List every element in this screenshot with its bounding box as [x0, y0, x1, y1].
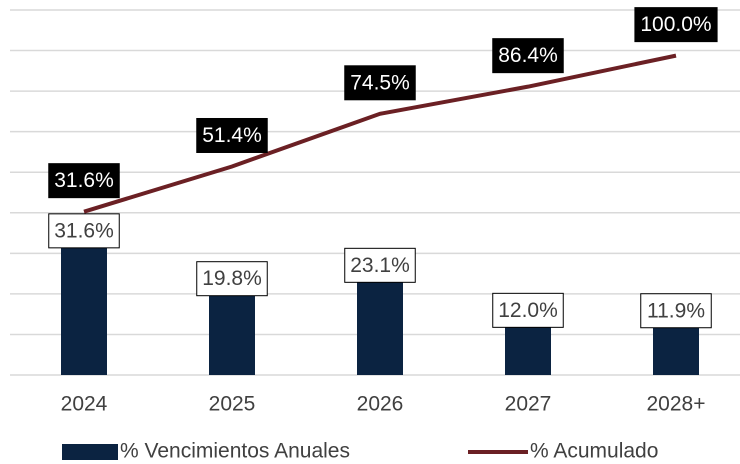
data-label: 74.5%	[350, 71, 410, 94]
data-label-box	[344, 65, 416, 101]
line	[83, 53, 677, 214]
bar	[653, 326, 699, 375]
bar	[505, 326, 551, 375]
data-label: 51.4%	[202, 124, 262, 147]
legend-swatch	[62, 444, 118, 460]
data-label: 86.4%	[498, 44, 558, 67]
data-label-box	[344, 247, 416, 283]
data-label: 31.6%	[54, 169, 114, 192]
x-tick-label: 2028+	[647, 393, 706, 416]
data-label: 11.9%	[647, 299, 705, 322]
data-label-box	[196, 261, 268, 297]
legend-label: % Acumulado	[530, 440, 658, 463]
data-label-box	[492, 292, 564, 328]
data-label-box	[492, 38, 564, 74]
data-label: 12.0%	[498, 299, 558, 322]
data-label: 23.1%	[350, 254, 410, 277]
legend-label: % Vencimientos Anuales	[120, 440, 350, 463]
data-label-box	[196, 117, 268, 153]
data-label: 31.6%	[54, 219, 114, 242]
x-tick-label: 2024	[61, 393, 108, 416]
data-label-box	[48, 163, 120, 199]
x-tick-label: 2025	[209, 393, 256, 416]
bar	[357, 281, 403, 375]
x-tick-label: 2026	[357, 393, 404, 416]
data-label-box	[640, 293, 712, 329]
bar	[209, 294, 255, 375]
data-label: 19.8%	[202, 267, 262, 290]
data-label: 100.0%	[640, 13, 711, 36]
data-label-box	[48, 213, 120, 249]
data-label-box	[634, 7, 718, 43]
bar	[61, 246, 107, 375]
x-tick-label: 2027	[505, 393, 552, 416]
